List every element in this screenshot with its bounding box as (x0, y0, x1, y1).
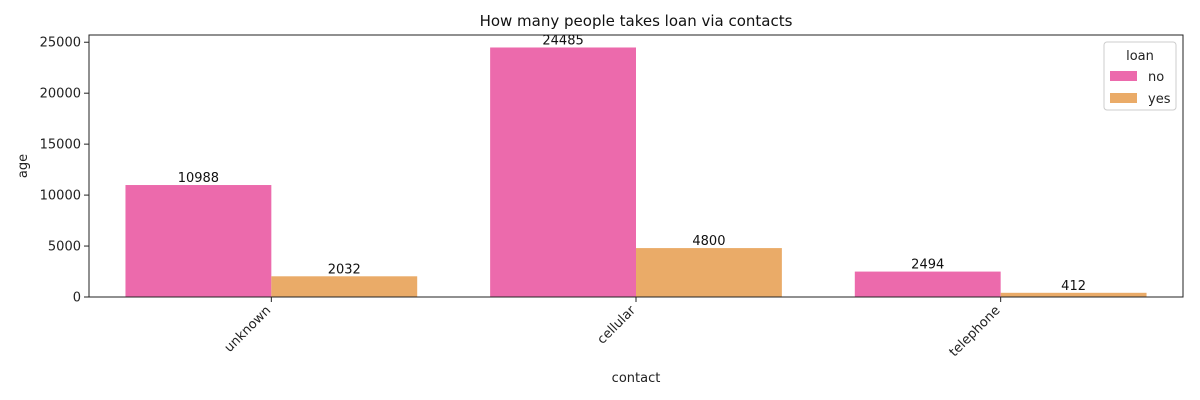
y-tick-label: 15000 (40, 138, 81, 153)
legend-title: loan (1126, 49, 1154, 64)
bars-group (125, 47, 1147, 297)
legend: loan no yes (1103, 41, 1177, 111)
y-axis-label: age (16, 154, 31, 178)
legend-label-no: no (1148, 70, 1164, 85)
bar-no-cellular (490, 47, 636, 297)
bar-yes-unknown (271, 276, 418, 297)
legend-label-yes: yes (1148, 92, 1171, 107)
y-tick-label: 20000 (40, 87, 81, 102)
y-tick-label: 10000 (40, 189, 81, 204)
x-tick-label-unknown: unknown (222, 303, 274, 355)
legend-swatch-yes (1110, 93, 1137, 103)
x-axis-label: contact (612, 371, 661, 386)
bar-no-unknown (125, 185, 272, 297)
data-label-yes-telephone: 412 (1061, 279, 1086, 294)
bar-yes-telephone (1000, 292, 1147, 297)
y-tick-label: 0 (73, 291, 81, 306)
x-tick-label-telephone: telephone (947, 303, 1004, 360)
legend-swatch-no (1110, 71, 1137, 81)
bar-no-telephone (854, 271, 1001, 297)
y-tick-label: 5000 (48, 240, 81, 255)
y-tick-label: 25000 (40, 36, 81, 51)
bar-yes-cellular (636, 248, 782, 297)
y-axis: 0 5000 10000 15000 20000 25000 (40, 36, 89, 306)
data-label-no-cellular: 24485 (542, 33, 583, 48)
chart-title: How many people takes loan via contacts (480, 12, 793, 30)
data-label-yes-unknown: 2032 (328, 262, 361, 277)
data-labels-group: 10988 24485 2494 2032 4800 412 (178, 33, 1086, 293)
data-label-no-telephone: 2494 (911, 258, 944, 273)
x-axis: unknown cellular telephone (222, 297, 1004, 360)
x-tick-label-cellular: cellular (595, 303, 640, 348)
data-label-yes-cellular: 4800 (692, 234, 725, 249)
plot-frame (88, 34, 1184, 298)
data-label-no-unknown: 10988 (178, 171, 219, 186)
